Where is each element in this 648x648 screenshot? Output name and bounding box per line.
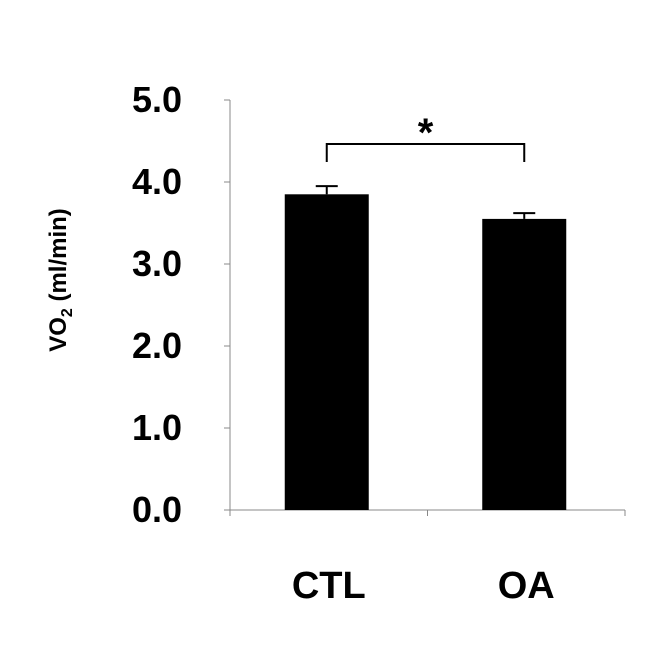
y-tick-label: 2.0 xyxy=(132,325,182,366)
y-tick-label: 1.0 xyxy=(132,407,182,448)
significance-star: * xyxy=(418,111,434,155)
y-axis-label-unit: (ml/min) xyxy=(45,208,72,308)
y-tick-label: 3.0 xyxy=(132,243,182,284)
x-tick-label: OA xyxy=(498,565,555,607)
bar-ctl xyxy=(284,194,369,511)
y-axis-label-subscript: 2 xyxy=(59,308,76,317)
x-axis: CTL OA xyxy=(229,509,626,607)
y-axis-label-main: VO xyxy=(45,317,72,352)
bar-oa xyxy=(482,218,567,510)
y-tick-label: 4.0 xyxy=(132,161,182,202)
y-axis-label: VO2 (ml/min) xyxy=(45,208,76,352)
x-tick-label: CTL xyxy=(292,565,366,607)
bars xyxy=(284,185,567,511)
significance-annotation: * xyxy=(325,111,526,162)
y-tick-label: 0.0 xyxy=(132,489,182,530)
y-axis: 0.0 1.0 2.0 3.0 4.0 5.0 xyxy=(132,79,231,530)
significance-bracket xyxy=(325,143,526,162)
y-tick-label: 5.0 xyxy=(132,79,182,120)
